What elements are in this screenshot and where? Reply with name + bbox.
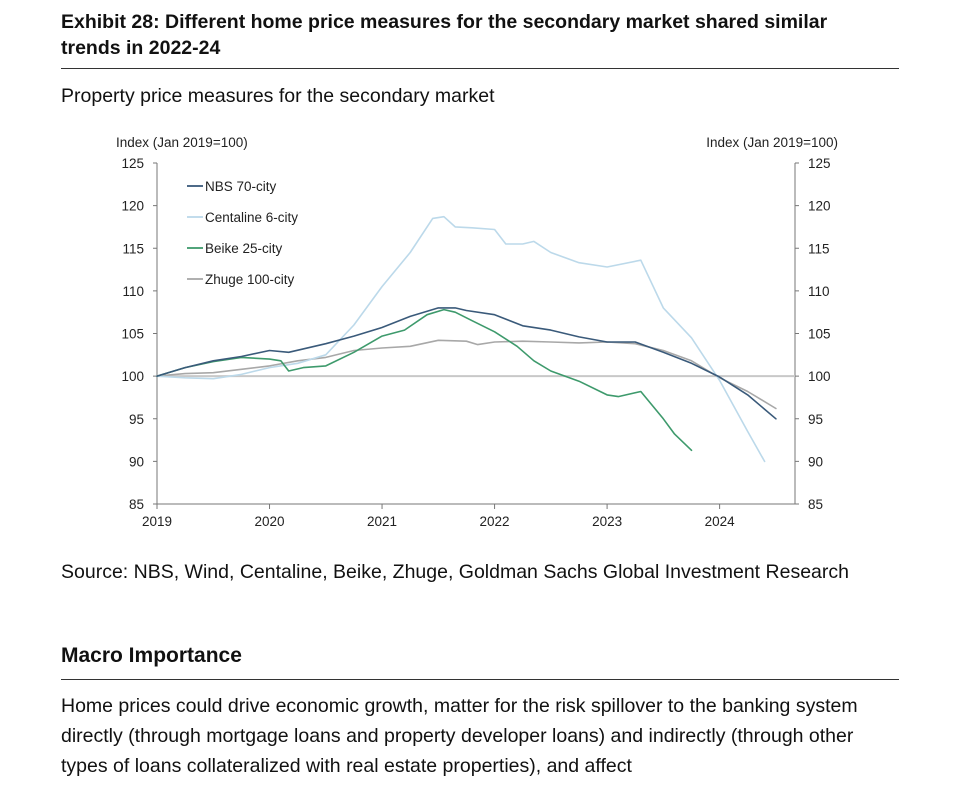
y-tick-label-left: 90 bbox=[129, 454, 144, 469]
series-line-centaline-6-city bbox=[156, 215, 766, 463]
chart-subtitle: Property price measures for the secondar… bbox=[61, 85, 495, 107]
y-tick-label-left: 125 bbox=[121, 156, 144, 171]
series-line-nbs-70-city bbox=[156, 307, 777, 420]
y-tick-label-left: 110 bbox=[122, 284, 144, 299]
body-paragraph: Home prices could drive economic growth,… bbox=[61, 695, 858, 777]
legend-label: Zhuge 100-city bbox=[205, 272, 295, 287]
y-tick-label-right: 90 bbox=[808, 454, 823, 469]
section-divider bbox=[61, 679, 899, 680]
x-tick-label: 2019 bbox=[142, 514, 172, 529]
y-tick-label-right: 120 bbox=[808, 199, 831, 214]
y-tick-label-right: 85 bbox=[808, 497, 823, 512]
title-divider bbox=[61, 68, 899, 69]
y-tick-label-right: 100 bbox=[808, 369, 831, 384]
y-tick-label-left: 105 bbox=[121, 327, 144, 342]
y-tick-label-left: 85 bbox=[129, 497, 144, 512]
y-tick-label-right: 110 bbox=[808, 284, 830, 299]
x-tick-label: 2021 bbox=[367, 514, 397, 529]
x-tick-label: 2020 bbox=[254, 514, 284, 529]
series-line-beike-25-city bbox=[156, 308, 693, 452]
source-note: Source: NBS, Wind, Centaline, Beike, Zhu… bbox=[61, 561, 849, 583]
legend-label: Beike 25-city bbox=[205, 241, 283, 256]
left-axis-label: Index (Jan 2019=100) bbox=[116, 135, 248, 150]
x-tick-label: 2023 bbox=[592, 514, 622, 529]
y-tick-label-right: 125 bbox=[808, 156, 831, 171]
x-tick-label: 2022 bbox=[480, 514, 510, 529]
y-tick-label-left: 100 bbox=[121, 369, 144, 384]
legend-label: Centaline 6-city bbox=[205, 210, 298, 225]
legend-label: NBS 70-city bbox=[205, 179, 277, 194]
exhibit-title: Exhibit 28: Different home price measure… bbox=[61, 11, 828, 59]
right-axis-label: Index (Jan 2019=100) bbox=[706, 135, 838, 150]
y-tick-label-right: 95 bbox=[808, 412, 823, 427]
y-tick-label-left: 120 bbox=[121, 199, 144, 214]
y-tick-label-right: 105 bbox=[808, 327, 831, 342]
x-tick-label: 2024 bbox=[705, 514, 736, 529]
y-tick-label-right: 115 bbox=[808, 241, 830, 256]
y-tick-label-left: 115 bbox=[122, 241, 144, 256]
y-tick-label-left: 95 bbox=[129, 412, 144, 427]
section-heading: Macro Importance bbox=[61, 644, 242, 667]
series-line-zhuge-100-city bbox=[156, 339, 777, 410]
